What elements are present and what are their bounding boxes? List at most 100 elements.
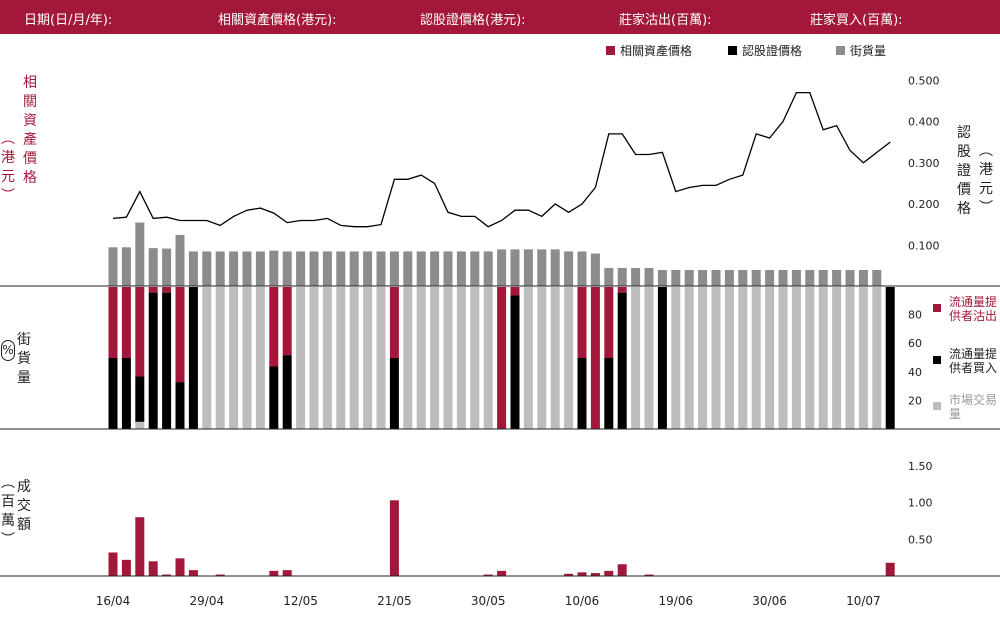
left-axis-unit-pct: % [0,340,16,361]
market-volume-bar [215,287,225,429]
market-volume-bar [523,287,533,429]
x-tick-label: 21/05 [377,594,412,608]
market-volume-bar [537,287,547,429]
lp-sell-bar [108,287,118,358]
y-tick-label-pct: 20 [908,394,922,407]
legend-label: 供者沽出 [949,309,997,323]
outstanding-bar [376,251,386,286]
outstanding-bar [242,251,252,286]
market-volume-bar [778,287,788,429]
outstanding-bar [403,251,413,286]
market-volume-bar [242,287,252,429]
outstanding-bar [456,251,466,286]
outstanding-bar [858,270,868,286]
turnover-bar [497,570,507,576]
outstanding-bar [121,247,131,286]
outstanding-bar [336,251,346,286]
warrant-price-label: 認股證價格(港元): [420,13,526,28]
outstanding-bar [765,270,775,286]
lp-sell-bar [590,287,600,429]
turnover-bar [188,570,198,576]
outstanding-bar [497,249,507,286]
left-axis-title-pct: 街貨量 [17,332,31,386]
market-volume-bar [791,287,801,429]
market-volume-bar [724,287,734,429]
outstanding-bar [135,222,145,286]
x-tick-label: 12/05 [283,594,318,608]
turnover-bar [617,564,627,576]
turnover-bar [269,570,279,576]
outstanding-bar [631,267,641,286]
y-tick-label-turnover: 0.50 [908,533,933,546]
y-tick-label-right: 0.200 [908,198,940,211]
outstanding-bar [657,270,667,286]
y-tick-label-right: 0.100 [908,239,940,252]
outstanding-bar [724,270,734,286]
legend-swatch [933,356,941,364]
market-volume-bar [872,287,882,429]
outstanding-bar [309,251,319,286]
y-tick-label-right: 0.400 [908,116,940,129]
market-volume-bar [644,287,654,429]
lp-sell-bar [148,287,158,293]
legend-swatch [933,402,941,410]
outstanding-bar [416,251,426,286]
turnover-bar [564,573,574,576]
outstanding-bar [832,270,842,286]
x-tick-label: 30/06 [752,594,787,608]
market-volume-bar [711,287,721,429]
y-tick-label-turnover: 1.00 [908,497,933,510]
outstanding-bar [349,251,359,286]
turnover-bar [148,561,158,576]
legend-label: 市場交易 [949,392,997,407]
turnover-bar [135,517,145,576]
market-volume-bar [671,287,681,429]
outstanding-bar [644,267,654,286]
market-volume-bar [349,287,359,429]
outstanding-bar [269,250,279,286]
x-tick-label: 30/05 [471,594,506,608]
outstanding-bar [470,251,480,286]
legend-label: 供者買入 [949,361,997,375]
turnover-bar [590,573,600,576]
turnover-bar [604,570,614,576]
turnover-bar [108,552,118,576]
y-tick-label-pct: 40 [908,366,922,379]
legend-swatch [728,46,737,55]
outstanding-bar [617,267,627,286]
lp-sell-bar [135,287,145,377]
market-volume-bar [858,287,868,429]
lp-sell-bar [282,287,292,356]
outstanding-bar [604,267,614,286]
mm-sell-label: 莊家沽出(百萬): [619,13,712,28]
outstanding-bar [711,270,721,286]
lp-sell-bar [175,287,185,383]
market-volume-bar [738,287,748,429]
legend-label: 相關資產價格 [620,43,692,58]
x-tick-label: 10/07 [846,594,881,608]
warrant-price-line [112,91,891,228]
lp-buy-bar [885,287,895,429]
turnover-bar [389,500,399,576]
lp-sell-bar [497,287,507,429]
right-axis-title-price: 認股證價格 [957,125,971,217]
outstanding-bar [175,234,185,286]
lp-sell-bar [510,287,520,296]
market-volume-bar [443,287,453,429]
turnover-bar [121,559,131,576]
y-tick-label-right: 0.300 [908,157,940,170]
x-tick-label: 19/06 [659,594,694,608]
market-volume-bar [684,287,694,429]
outstanding-bar [108,247,118,286]
outstanding-bar [255,251,265,286]
market-volume-bar [751,287,761,429]
outstanding-bar [229,251,239,286]
market-volume-bar [416,287,426,429]
lp-buy-bar [657,287,667,429]
market-volume-bar [550,287,560,429]
market-volume-bar [322,287,332,429]
market-volume-bar [818,287,828,429]
outstanding-bar [845,270,855,286]
turnover-bar [885,562,895,576]
outstanding-bar [537,249,547,286]
